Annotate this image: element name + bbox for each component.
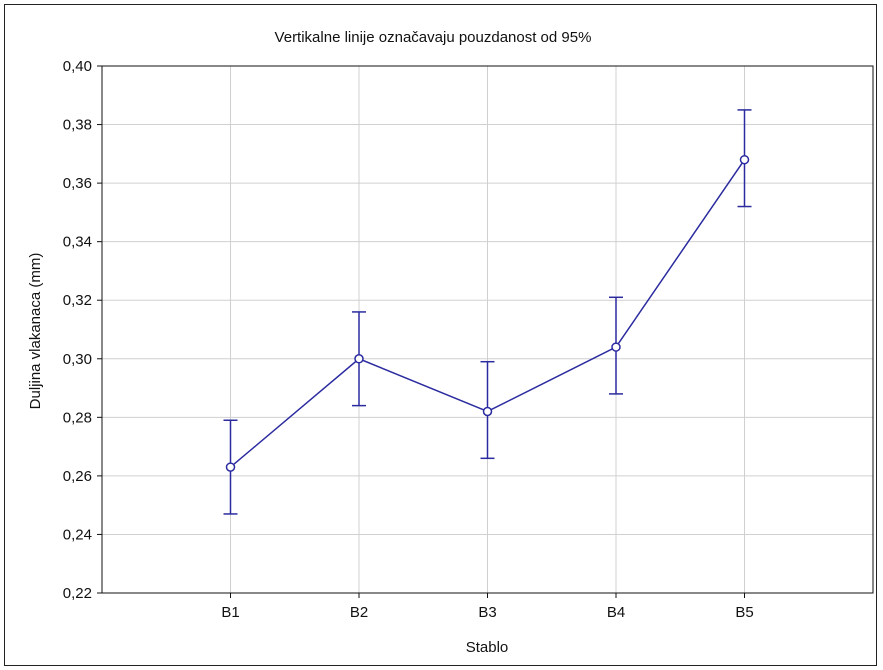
y-tick-label: 0,36 bbox=[63, 175, 92, 192]
chart-title: Vertikalne linije označavaju pouzdanost … bbox=[275, 29, 592, 46]
data-point bbox=[225, 462, 236, 472]
chart-frame bbox=[4, 4, 877, 666]
data-point bbox=[611, 342, 621, 352]
data-point bbox=[739, 154, 750, 165]
x-tick-label: B3 bbox=[478, 604, 496, 621]
y-axis: 0,22 0,24 0,26 0,28 0,30 0,32 0,34 0,36 0,38 0,40 bbox=[63, 58, 102, 602]
y-tick-label: 0,32 bbox=[63, 292, 92, 309]
series-layer bbox=[223, 109, 752, 515]
y-tick-label: 0,26 bbox=[63, 468, 92, 485]
y-axis-title: Duljina vlakanaca (mm) bbox=[27, 253, 44, 410]
y-tick-label: 0,30 bbox=[63, 351, 92, 368]
y-tick-label: 0,22 bbox=[63, 585, 92, 602]
y-tick-label: 0,34 bbox=[63, 234, 92, 251]
y-tick-label: 0,38 bbox=[63, 117, 92, 134]
data-point bbox=[482, 406, 493, 417]
y-tick-label: 0,28 bbox=[63, 409, 92, 426]
x-axis-title: Stablo bbox=[466, 639, 509, 656]
x-tick-label: B2 bbox=[350, 604, 368, 621]
x-tick-label: B1 bbox=[221, 604, 239, 621]
x-axis: B1 B2 B3 B4 B5 bbox=[221, 593, 754, 621]
y-tick-label: 0,40 bbox=[63, 58, 92, 75]
x-tick-label: B4 bbox=[607, 604, 625, 621]
y-tick-label: 0,24 bbox=[63, 526, 92, 543]
data-point bbox=[354, 354, 364, 364]
grid bbox=[102, 65, 873, 594]
x-tick-label: B5 bbox=[735, 604, 753, 621]
